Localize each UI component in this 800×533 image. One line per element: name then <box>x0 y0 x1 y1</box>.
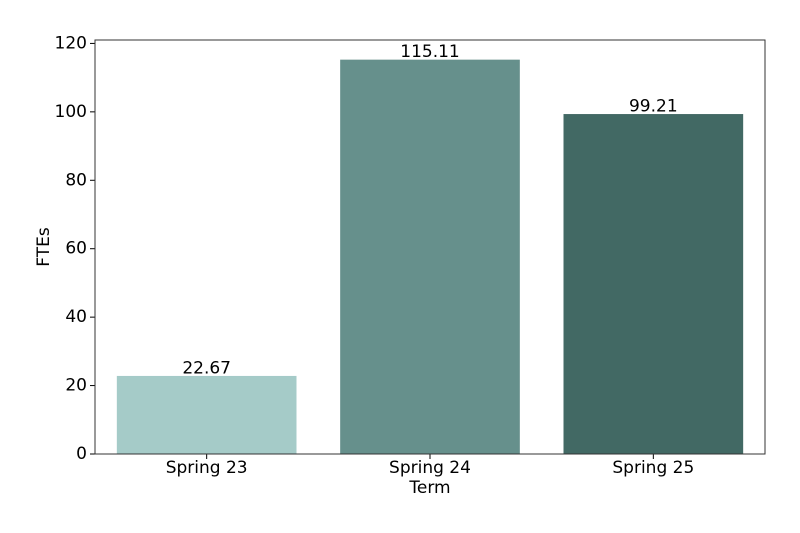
bar <box>116 375 297 455</box>
bar <box>340 59 520 455</box>
y-tick-label: 60 <box>65 239 87 259</box>
data-label: 115.11 <box>400 42 459 62</box>
y-tick-label: 80 <box>65 170 87 190</box>
y-tick-label: 20 <box>65 376 87 396</box>
x-axis-label: Term <box>408 478 450 498</box>
x-tick-label: Spring 24 <box>389 458 471 478</box>
y-tick-label: 120 <box>55 33 87 53</box>
y-tick-label: 100 <box>55 102 87 122</box>
x-tick-label: Spring 25 <box>612 458 694 478</box>
data-label: 99.21 <box>629 97 678 117</box>
y-axis-label: FTEs <box>34 227 54 267</box>
plot-frame <box>94 39 766 455</box>
data-label: 22.67 <box>182 358 231 378</box>
y-tick-label: 40 <box>65 307 87 327</box>
bar <box>563 114 744 455</box>
x-tick-label: Spring 23 <box>166 458 248 478</box>
y-tick-label: 0 <box>76 444 87 464</box>
